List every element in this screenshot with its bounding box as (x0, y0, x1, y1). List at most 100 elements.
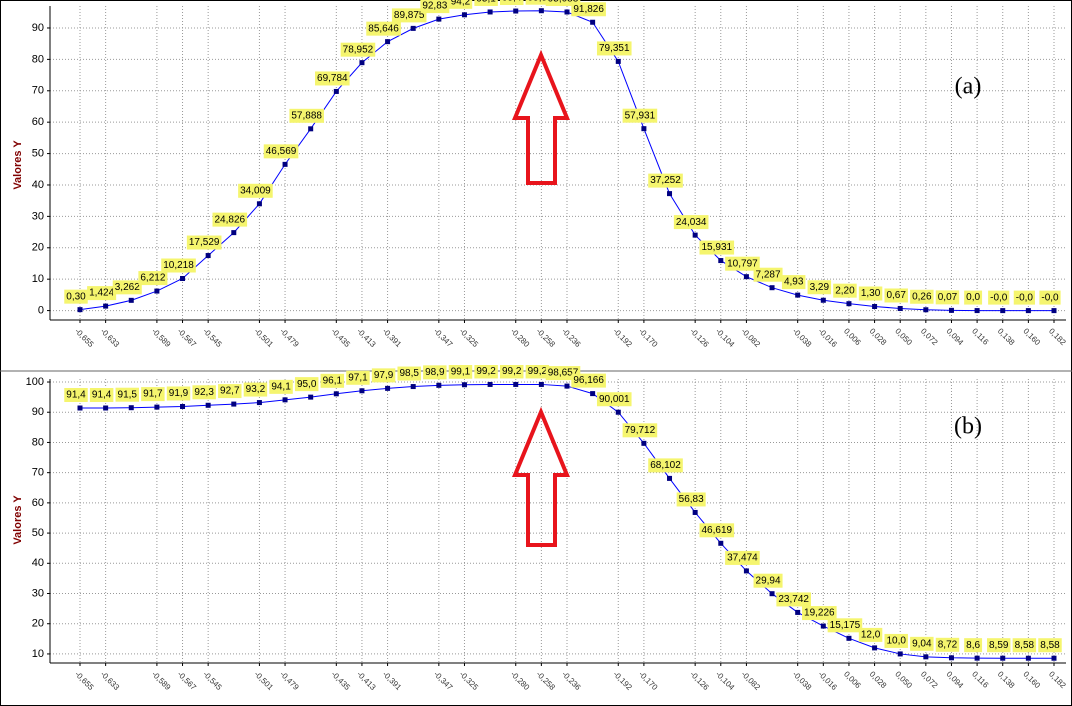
value-label: 15,175 (830, 620, 861, 631)
value-label-bg (218, 384, 242, 399)
marker (1000, 655, 1006, 661)
value-label-bg (884, 633, 908, 648)
value-label-bg (753, 267, 783, 282)
marker (513, 381, 519, 387)
value-label-bg (622, 108, 658, 123)
value-label-bg (699, 240, 735, 255)
marker (590, 391, 596, 397)
marker (667, 475, 673, 481)
marker (769, 591, 775, 597)
value-label: 92,7 (220, 386, 240, 397)
marker (385, 385, 391, 391)
value-label: 34,009 (240, 185, 271, 196)
value-label-bg (676, 492, 706, 507)
value-label: 95,0 (297, 379, 317, 390)
value-label: -0,0 (1016, 292, 1034, 303)
marker (103, 405, 109, 411)
value-label-bg (1013, 290, 1035, 305)
value-label-bg (340, 42, 376, 57)
value-label-bg (858, 286, 883, 301)
value-label-bg (753, 573, 783, 588)
value-label: 29,94 (756, 575, 781, 586)
marker (1051, 655, 1057, 661)
value-label-bg (1038, 638, 1062, 653)
value-label-bg (474, 0, 498, 6)
y-tick-label: 70 (32, 467, 44, 479)
value-label-bg (166, 386, 191, 401)
annotation: (b) (954, 414, 982, 440)
value-label-bg (673, 215, 709, 230)
value-label-bg (366, 21, 401, 36)
value-label: 4,93 (784, 277, 804, 288)
y-tick-label: 20 (32, 618, 44, 630)
value-label-bg (289, 108, 324, 123)
value-label-bg (500, 365, 524, 379)
marker (795, 292, 801, 298)
y-axis-label: Valores Y (12, 495, 24, 545)
value-label-bg (525, 365, 550, 379)
y-tick-label: 0 (38, 304, 44, 316)
marker (923, 654, 929, 660)
marker (538, 381, 544, 387)
value-label-bg (448, 365, 473, 379)
y-tick-label: 30 (32, 587, 44, 599)
marker (692, 509, 698, 515)
value-label: 98,9 (425, 367, 445, 378)
marker (897, 651, 903, 657)
value-label-bg (138, 271, 168, 286)
marker (205, 253, 211, 259)
value-label: 24,034 (676, 217, 707, 228)
marker (641, 440, 647, 446)
marker (461, 382, 467, 388)
value-label: 97,9 (374, 370, 394, 381)
value-label-bg (448, 0, 473, 9)
arrow (512, 406, 570, 547)
value-label-bg (833, 283, 857, 298)
value-label: 3,262 (115, 282, 140, 293)
value-label-bg (807, 280, 832, 295)
value-label-bg (781, 275, 806, 290)
value-label: 99,1 (451, 366, 471, 377)
marker (1025, 655, 1031, 661)
value-label: 24,826 (214, 214, 245, 225)
value-label: 89,875 (394, 10, 425, 21)
value-label: 57,931 (625, 110, 656, 121)
value-label: 46,619 (701, 525, 732, 536)
value-label: 10,0 (886, 636, 906, 647)
value-label-bg (802, 606, 837, 621)
value-label: 0,07 (938, 292, 958, 303)
value-label: 93,2 (246, 384, 266, 395)
value-label-bg (269, 379, 293, 394)
value-label-bg (87, 286, 117, 301)
marker (692, 232, 698, 238)
marker (256, 201, 262, 207)
marker (128, 297, 134, 303)
marker (872, 303, 878, 309)
marker (564, 9, 570, 15)
value-label-bg (64, 388, 88, 403)
value-label: 95,5 (528, 0, 548, 3)
y-tick-label: 100 (26, 376, 44, 388)
value-label: 46,569 (266, 146, 297, 157)
y-tick-label: 80 (32, 436, 44, 448)
marker (461, 12, 467, 18)
value-label: 99,2 (502, 366, 522, 377)
value-label: 15,931 (701, 242, 732, 253)
marker (820, 297, 826, 303)
value-label: 0,0 (966, 292, 980, 303)
y-tick-label: 50 (32, 147, 44, 159)
marker (667, 191, 673, 197)
value-label-bg (320, 373, 345, 388)
value-label: 10,218 (163, 260, 194, 271)
marker (897, 305, 903, 311)
y-tick-label: 20 (32, 242, 44, 254)
marker (359, 60, 365, 66)
value-label-bg (935, 637, 960, 652)
value-label-bg (500, 0, 524, 6)
value-label: 0,67 (886, 290, 906, 301)
marker (154, 288, 160, 294)
value-label: 85,646 (368, 23, 399, 34)
